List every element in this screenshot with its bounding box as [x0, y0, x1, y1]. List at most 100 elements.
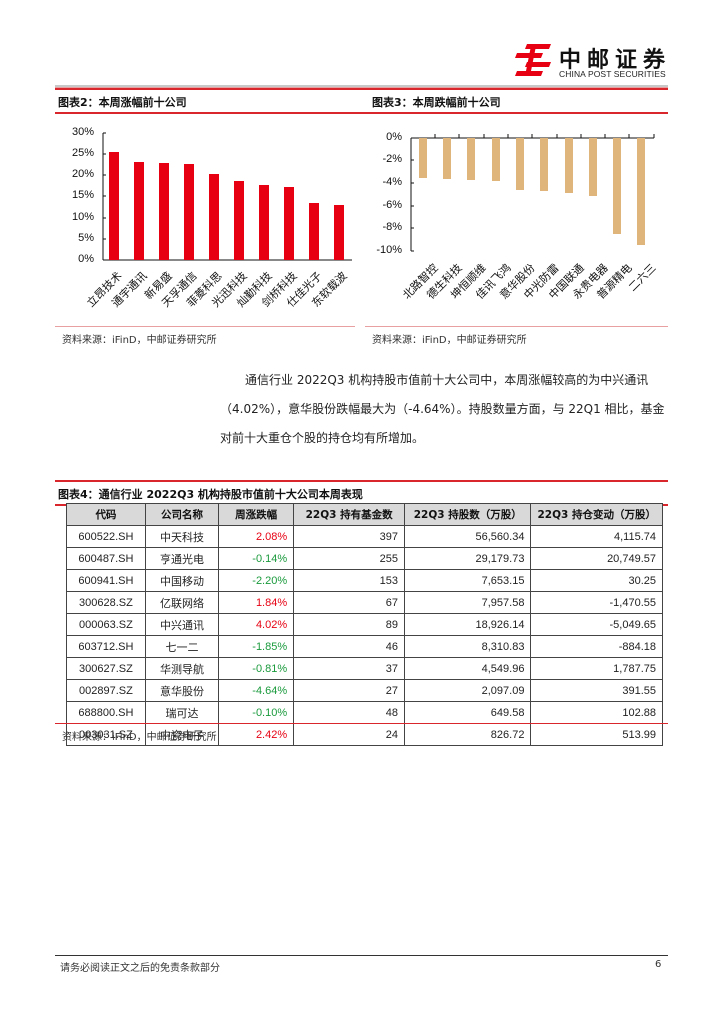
- y-tick: 10%: [71, 211, 94, 223]
- bar: [284, 187, 294, 260]
- cell-change: 1.84%: [218, 591, 295, 614]
- cell-name: 瑞可达: [144, 701, 220, 724]
- cell-funds: 48: [293, 701, 406, 724]
- bar: [209, 174, 219, 260]
- bar: [259, 185, 269, 260]
- table-row: 003031.SZ 中瓷电子 2.42% 24 826.72 513.99: [66, 723, 663, 746]
- cell-code: 300628.SZ: [66, 591, 146, 614]
- bar: [467, 138, 475, 180]
- cell-delta: 391.55: [530, 679, 663, 702]
- cell-shares: 7,957.58: [404, 591, 532, 614]
- cell-shares: 649.58: [404, 701, 532, 724]
- cell-funds: 67: [293, 591, 406, 614]
- cell-name: 亨通光电: [144, 547, 220, 570]
- table-row: 002897.SZ 意华股份 -4.64% 27 2,097.09 391.55: [66, 679, 663, 702]
- cell-funds: 255: [293, 547, 406, 570]
- table-row: 688800.SH 瑞可达 -0.10% 48 649.58 102.88: [66, 701, 663, 724]
- y-tick: 25%: [71, 147, 94, 159]
- cell-funds: 27: [293, 679, 406, 702]
- cell-name: 中兴通讯: [144, 613, 220, 636]
- logo-english-name: CHINA POST SECURITIES: [559, 69, 666, 79]
- bar: [309, 203, 319, 260]
- y-tick: 0%: [78, 253, 94, 265]
- figure2-source: 资料来源：iFinD，中邮证券研究所: [62, 335, 217, 346]
- cell-code: 600522.SH: [66, 525, 146, 548]
- table-row: 000063.SZ 中兴通讯 4.02% 89 18,926.14 -5,049…: [66, 613, 663, 636]
- cell-code: 003031.SZ: [66, 723, 146, 746]
- figure2-title: 图表2：本周涨幅前十公司: [58, 96, 187, 109]
- bar: [419, 138, 427, 178]
- bar: [443, 138, 451, 179]
- cell-name: 中天科技: [144, 525, 220, 548]
- y-tick: -4%: [382, 176, 402, 188]
- cell-shares: 4,549.96: [404, 657, 532, 680]
- bar: [637, 138, 645, 245]
- table-row: 300628.SZ 亿联网络 1.84% 67 7,957.58 -1,470.…: [66, 591, 663, 614]
- figure3-source: 资料来源：iFinD，中邮证券研究所: [372, 335, 527, 346]
- cell-change: -0.14%: [218, 547, 295, 570]
- cell-change: -1.85%: [218, 635, 295, 658]
- losers-bar-chart: 0% -2% -4% -6% -8% -10% 北路智控 德生科技 坤恒顺维 佳…: [0, 0, 724, 330]
- cell-name: 亿联网络: [144, 591, 220, 614]
- table-row: 300627.SZ 华测导航 -0.81% 37 4,549.96 1,787.…: [66, 657, 663, 680]
- bar: [565, 138, 573, 193]
- table-row: 600487.SH 亨通光电 -0.14% 255 29,179.73 20,7…: [66, 547, 663, 570]
- cell-delta: 513.99: [530, 723, 663, 746]
- cell-shares: 8,310.83: [404, 635, 532, 658]
- cell-shares: 18,926.14: [404, 613, 532, 636]
- cell-funds: 89: [293, 613, 406, 636]
- table-header-row: 代码 公司名称 周涨跌幅 22Q3 持有基金数 22Q3 持股数（万股） 22Q…: [66, 503, 663, 526]
- cell-name: 中国移动: [144, 569, 220, 592]
- cell-delta: 30.25: [530, 569, 663, 592]
- figure4-source-divider: [55, 723, 668, 724]
- cell-delta: -5,049.65: [530, 613, 663, 636]
- cell-delta: -884.18: [530, 635, 663, 658]
- cell-code: 300627.SZ: [66, 657, 146, 680]
- cell-code: 000063.SZ: [66, 613, 146, 636]
- cell-delta: 4,115.74: [530, 525, 663, 548]
- cell-delta: -1,470.55: [530, 591, 663, 614]
- cell-change: -2.20%: [218, 569, 295, 592]
- cell-shares: 7,653.15: [404, 569, 532, 592]
- header-divider-red: [55, 87, 668, 88]
- bar: [234, 181, 244, 260]
- cell-name: 七一二: [144, 635, 220, 658]
- figure2-title-bar: 图表2：本周涨幅前十公司: [55, 88, 355, 114]
- y-tick: -6%: [382, 199, 402, 211]
- figure3-title: 图表3：本周跌幅前十公司: [372, 96, 501, 109]
- cell-code: 002897.SZ: [66, 679, 146, 702]
- table-row: 600522.SH 中天科技 2.08% 397 56,560.34 4,115…: [66, 525, 663, 548]
- cell-funds: 37: [293, 657, 406, 680]
- footer-divider: [55, 955, 668, 956]
- table-row: 603712.SH 七一二 -1.85% 46 8,310.83 -884.18: [66, 635, 663, 658]
- gainers-bar-chart: 30% 25% 20% 15% 10% 5% 0% 立昂技术 通宇通讯 新易盛 …: [0, 0, 360, 330]
- y-tick: -8%: [382, 221, 402, 233]
- y-tick: 5%: [78, 232, 94, 244]
- bar: [589, 138, 597, 196]
- footer-disclaimer: 请务必阅读正文之后的免责条款部分: [60, 963, 220, 974]
- bar: [540, 138, 548, 191]
- y-tick: 20%: [71, 168, 94, 180]
- logo-chinese-name: 中邮证券: [559, 48, 672, 73]
- bar: [334, 205, 344, 260]
- cell-shares: 2,097.09: [404, 679, 532, 702]
- bar: [134, 162, 144, 260]
- page-number: 6: [655, 959, 662, 970]
- y-tick: -2%: [382, 153, 402, 165]
- cell-name: 中瓷电子: [144, 723, 220, 746]
- header-divider: [55, 85, 668, 87]
- figure2-source-divider: [55, 326, 355, 327]
- figure4-title: 图表4：通信行业 2022Q3 机构持股市值前十大公司本周表现: [58, 488, 363, 501]
- y-tick: 30%: [71, 126, 94, 138]
- cell-change: -0.81%: [218, 657, 295, 680]
- column-header-delta: 22Q3 持仓变动（万股）: [530, 503, 663, 526]
- cell-change: 4.02%: [218, 613, 295, 636]
- cell-delta: 20,749.57: [530, 547, 663, 570]
- cell-name: 华测导航: [144, 657, 220, 680]
- bar: [516, 138, 524, 190]
- paragraph-line-1: 通信行业 2022Q3 机构持股市值前十大公司中，本周涨幅较高的为中兴通讯: [245, 373, 649, 387]
- holdings-table: 代码 公司名称 周涨跌幅 22Q3 持有基金数 22Q3 持股数（万股） 22Q…: [66, 503, 663, 746]
- cell-change: 2.42%: [218, 723, 295, 746]
- body-paragraph: 通信行业 2022Q3 机构持股市值前十大公司中，本周涨幅较高的为中兴通讯 （4…: [95, 366, 670, 453]
- table-row: 600941.SH 中国移动 -2.20% 153 7,653.15 30.25: [66, 569, 663, 592]
